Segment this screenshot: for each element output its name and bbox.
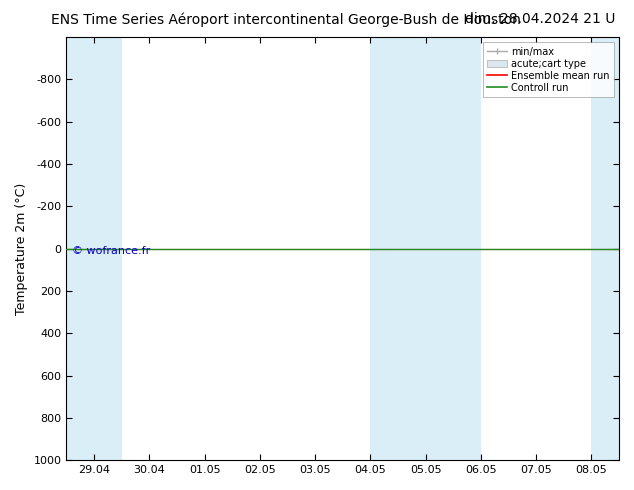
Bar <box>425 37 481 460</box>
Text: dim. 28.04.2024 21 U: dim. 28.04.2024 21 U <box>465 12 615 26</box>
Legend: min/max, acute;cart type, Ensemble mean run, Controll run: min/max, acute;cart type, Ensemble mean … <box>482 42 614 98</box>
Text: ENS Time Series Aéroport intercontinental George-Bush de Houston: ENS Time Series Aéroport intercontinenta… <box>51 12 521 27</box>
Bar <box>592 37 634 460</box>
Text: © wofrance.fr: © wofrance.fr <box>72 246 150 256</box>
Y-axis label: Temperature 2m (°C): Temperature 2m (°C) <box>15 182 28 315</box>
Bar <box>370 37 425 460</box>
Bar <box>67 37 122 460</box>
